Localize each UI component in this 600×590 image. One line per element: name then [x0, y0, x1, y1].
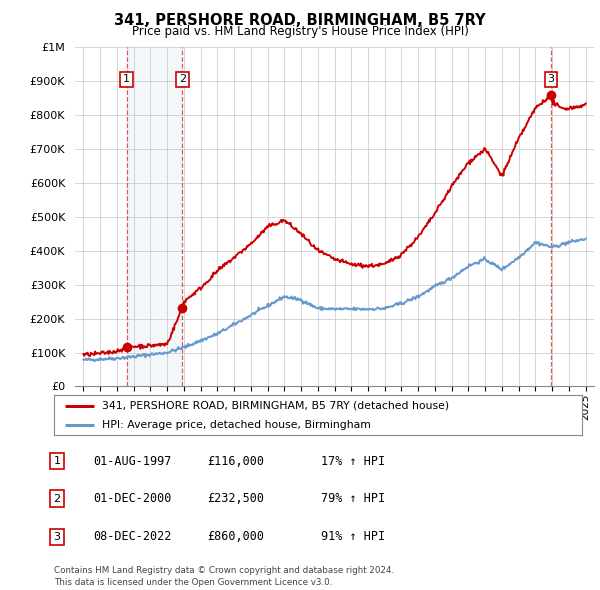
Text: 91% ↑ HPI: 91% ↑ HPI: [321, 530, 385, 543]
Text: 341, PERSHORE ROAD, BIRMINGHAM, B5 7RY (detached house): 341, PERSHORE ROAD, BIRMINGHAM, B5 7RY (…: [101, 401, 449, 411]
Text: Contains HM Land Registry data © Crown copyright and database right 2024.
This d: Contains HM Land Registry data © Crown c…: [54, 566, 394, 587]
Bar: [127, 47, 182, 386]
Text: 3: 3: [547, 74, 554, 84]
Text: £860,000: £860,000: [207, 530, 264, 543]
Text: 1: 1: [123, 74, 130, 84]
Text: 01-AUG-1997: 01-AUG-1997: [93, 455, 172, 468]
Text: 08-DEC-2022: 08-DEC-2022: [93, 530, 172, 543]
Text: 341, PERSHORE ROAD, BIRMINGHAM, B5 7RY: 341, PERSHORE ROAD, BIRMINGHAM, B5 7RY: [114, 13, 486, 28]
Text: £232,500: £232,500: [207, 492, 264, 505]
Text: 79% ↑ HPI: 79% ↑ HPI: [321, 492, 385, 505]
Text: 2: 2: [53, 494, 61, 503]
Text: 01-DEC-2000: 01-DEC-2000: [93, 492, 172, 505]
Text: 17% ↑ HPI: 17% ↑ HPI: [321, 455, 385, 468]
Text: 3: 3: [53, 532, 61, 542]
Text: 1: 1: [53, 457, 61, 466]
Text: HPI: Average price, detached house, Birmingham: HPI: Average price, detached house, Birm…: [101, 420, 370, 430]
Text: Price paid vs. HM Land Registry's House Price Index (HPI): Price paid vs. HM Land Registry's House …: [131, 25, 469, 38]
Text: 2: 2: [179, 74, 186, 84]
Text: £116,000: £116,000: [207, 455, 264, 468]
